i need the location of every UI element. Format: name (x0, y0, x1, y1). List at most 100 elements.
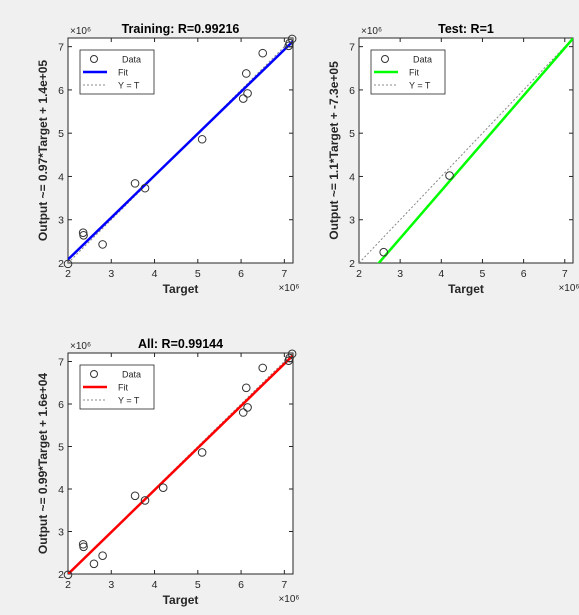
x-tick-label: 6 (238, 268, 244, 280)
legend: Data Fit Y = T (370, 49, 446, 95)
y-axis-label: Output ~= 1.1*Target + -7.3e+05 (327, 61, 341, 240)
y-tick-label: 4 (349, 171, 355, 183)
plot-title: Training: R=0.99216 (122, 22, 240, 36)
y-tick-label: 6 (349, 85, 355, 97)
data-point (89, 559, 99, 569)
x-tick-label: 5 (195, 268, 201, 280)
legend-item-fit: Fit (118, 383, 128, 393)
y-tick-label: 5 (349, 128, 355, 140)
x-tick-label: 3 (108, 579, 114, 591)
data-point (285, 353, 294, 363)
y-tick-label: 7 (349, 42, 355, 54)
data-point (287, 34, 297, 44)
data-point (140, 496, 150, 505)
plot-title: All: R=0.99144 (138, 337, 223, 351)
data-point (197, 448, 207, 457)
data-point (285, 38, 294, 48)
x-tick-label: 5 (480, 268, 486, 280)
y-tick-label: 7 (58, 42, 64, 54)
data-point (241, 69, 251, 78)
x-scale-label: ×10⁶ (278, 594, 299, 605)
y-tick-label: 5 (58, 442, 64, 454)
data-point (287, 349, 297, 359)
x-tick-label: 4 (438, 268, 444, 280)
data-point (241, 383, 251, 393)
legend-item-data: Data (413, 55, 432, 65)
x-tick-label: 6 (238, 579, 244, 591)
y-tick-label: 4 (58, 484, 64, 496)
x-tick-label: 2 (65, 579, 71, 591)
legend-item-data: Data (122, 55, 141, 65)
plot-panel: 2 3 4 5 6 7 2 3 4 5 6 7 ×10⁶ ×10⁶ Training: R=0.99216 T… (36, 22, 300, 296)
x-tick-label: 4 (152, 268, 158, 280)
legend-item-data: Data (122, 370, 141, 380)
x-tick-label: 6 (521, 268, 527, 280)
fit-line (377, 38, 573, 263)
plot-content (68, 38, 293, 263)
x-axis-label: Target (163, 282, 199, 296)
data-point (140, 183, 150, 193)
data-point (258, 363, 268, 373)
data-point (258, 48, 268, 58)
y-tick-label: 2 (58, 569, 64, 581)
y-axis-label: Output ~= 0.99*Target + 1.6e+04 (36, 373, 50, 555)
plot-panel: 2 3 4 5 6 7 2 3 4 5 6 7 ×10⁶ ×10⁶ All: R=0.99144 Target… (36, 337, 300, 607)
data-point (130, 491, 140, 501)
x-tick-label: 5 (195, 579, 201, 591)
data-point (243, 89, 252, 98)
data-point (79, 231, 88, 240)
legend-item-y-equals-t: Y = T (118, 81, 140, 91)
data-point (63, 259, 73, 269)
x-tick-label: 7 (281, 268, 287, 280)
y-tick-label: 3 (58, 215, 64, 227)
y-scale-label: ×10⁶ (70, 341, 91, 352)
x-scale-label: ×10⁶ (278, 283, 299, 294)
legend-data-marker (90, 55, 98, 63)
data-point (98, 240, 107, 249)
x-tick-label: 3 (108, 268, 114, 280)
y-tick-label: 4 (58, 171, 64, 183)
x-scale-label: ×10⁶ (558, 283, 579, 294)
y-tick-label: 6 (58, 85, 64, 97)
y-tick-label: 7 (58, 357, 64, 369)
x-axis-label: Target (448, 282, 484, 296)
x-tick-label: 2 (356, 268, 362, 280)
data-point (379, 247, 388, 257)
legend: Data Fit Y = T (79, 49, 155, 95)
y-tick-label: 5 (58, 128, 64, 140)
identity-line (68, 38, 293, 263)
y-tick-label: 3 (349, 215, 355, 227)
data-point (445, 171, 454, 180)
x-tick-label: 3 (397, 268, 403, 280)
x-tick-label: 2 (65, 268, 71, 280)
plot-panel: 2 3 4 5 6 7 2 3 4 5 6 7 ×10⁶ ×10⁶ Test: R=1 Target Outpu… (327, 22, 579, 296)
data-point (158, 483, 168, 493)
y-scale-label: ×10⁶ (70, 26, 91, 37)
y-tick-label: 2 (349, 258, 355, 270)
y-scale-label: ×10⁶ (361, 26, 382, 37)
x-tick-label: 7 (281, 579, 287, 591)
fit-line (68, 40, 293, 261)
legend-data-marker (381, 55, 389, 63)
data-point (197, 134, 207, 144)
data-point (243, 403, 252, 412)
y-tick-label: 3 (58, 527, 64, 539)
x-axis-label: Target (163, 593, 199, 607)
data-point (98, 551, 107, 561)
plot-title: Test: R=1 (438, 22, 494, 36)
legend-data-marker (90, 370, 98, 378)
plot-content (68, 353, 293, 574)
legend: Data Fit Y = T (79, 364, 155, 410)
plot-content (359, 38, 573, 263)
data-point (63, 570, 73, 580)
legend-item-fit: Fit (409, 68, 419, 78)
fit-line (68, 354, 293, 574)
legend-item-fit: Fit (118, 68, 128, 78)
y-tick-label: 6 (58, 399, 64, 411)
legend-item-y-equals-t: Y = T (118, 396, 140, 406)
data-point (130, 179, 140, 188)
x-tick-label: 4 (152, 579, 158, 591)
data-point (79, 542, 88, 552)
data-point (238, 94, 248, 103)
